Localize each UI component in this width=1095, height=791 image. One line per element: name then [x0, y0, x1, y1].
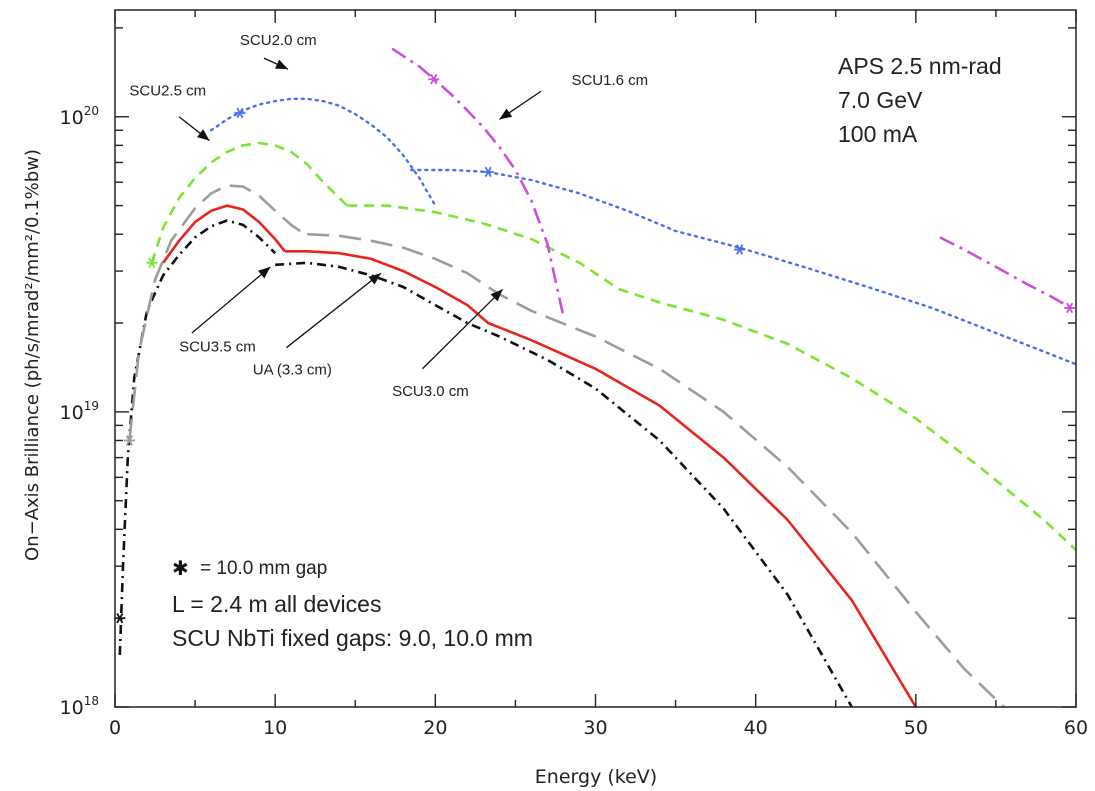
gap-marker-scu1-6-cm-8: [1064, 302, 1076, 314]
series-scu2-0-cm-branch-2: [410, 168, 1076, 366]
y-tick-label: 1018: [60, 694, 99, 719]
beam-emittance-text: APS 2.5 nm-rad: [838, 53, 1002, 79]
x-tick-label: 0: [109, 717, 121, 739]
series-scu2-5-cm-branch-1: [150, 141, 349, 264]
arrow-head-icon: [196, 129, 210, 141]
label-annotation-scu3-5-cm: SCU3.5 cm: [179, 266, 271, 356]
gap-marker-scu2-5-cm-3: [146, 257, 158, 269]
arrow-head-icon: [257, 266, 271, 279]
beam-energy-text: 7.0 GeV: [838, 87, 923, 113]
gaps-note: SCU NbTi fixed gaps: 9.0, 10.0 mm: [172, 625, 533, 651]
series-scu1-6-cm-branch-1: [391, 47, 565, 318]
y-axis-label: On−Axis Brilliance (ph/s/mrad²/mm²/0.1%b…: [22, 149, 43, 561]
label-annotation-scu1-6-cm: SCU1.6 cm: [499, 72, 648, 120]
gap-marker-scu2-0-cm-4: [234, 107, 246, 119]
series-curves: [118, 47, 1076, 707]
series-scu3-0-cm-branch-2: [307, 232, 1005, 707]
x-tick-label: 20: [423, 717, 447, 739]
series-scu3-5-cm-branch-2: [284, 250, 917, 707]
gap-marker-scu3-0-cm-2: [123, 435, 135, 446]
label-annotation-scu2-5-cm: SCU2.5 cm: [129, 83, 210, 142]
label-annotation-ua-3-3-cm: UA (3.3 cm): [253, 272, 382, 378]
series-label-scu1-6-cm: SCU1.6 cm: [571, 72, 648, 89]
axis-ticks: [114, 10, 1077, 708]
arrow-head-icon: [368, 273, 381, 285]
series-label-ua-3-3-cm: UA (3.3 cm): [253, 361, 332, 378]
x-tick-label: 60: [1064, 717, 1088, 739]
gap-markers: [114, 74, 1076, 624]
y-tick-label: 1019: [60, 399, 99, 424]
series-ua-3-3-cm-branch-2: [275, 261, 853, 707]
series-label-scu2-5-cm: SCU2.5 cm: [129, 83, 206, 100]
length-note: L = 2.4 m all devices: [172, 591, 381, 617]
series-label-scu3-5-cm: SCU3.5 cm: [179, 339, 256, 356]
series-scu3-0-cm-branch-1: [128, 184, 308, 441]
series-scu2-0-cm-branch-1: [209, 97, 437, 207]
device-notes: ✱ = 10.0 mm gap L = 2.4 m all devices SC…: [172, 558, 533, 651]
series-scu2-5-cm-branch-2: [347, 204, 1076, 552]
series-label-scu2-0-cm: SCU2.0 cm: [240, 32, 317, 49]
label-annotation-scu2-0-cm: SCU2.0 cm: [240, 32, 317, 70]
label-annotation-scu3-0-cm: SCU3.0 cm: [392, 288, 504, 400]
gap-marker-scu1-6-cm-7: [428, 74, 440, 85]
series-scu3-5-cm-branch-1: [162, 204, 286, 264]
gap-marker-scu2-0-cm-6: [734, 244, 746, 255]
marker-gap-note: = 10.0 mm gap: [200, 558, 327, 579]
arrow-head-icon: [274, 59, 288, 70]
arrow-shaft: [191, 266, 271, 334]
beam-current-text: 100 mA: [838, 121, 918, 147]
arrow-head-icon: [499, 108, 513, 120]
series-scu1-6-cm-branch-2: [939, 236, 1076, 312]
arrow-shaft: [422, 288, 504, 370]
beam-parameters: APS 2.5 nm-rad 7.0 GeV 100 mA: [838, 53, 1002, 147]
x-tick-label: 50: [904, 717, 928, 739]
x-tick-label: 40: [744, 717, 768, 739]
x-tick-label: 30: [583, 717, 607, 739]
x-tick-label: 10: [263, 717, 287, 739]
y-tick-label: 1020: [60, 104, 99, 129]
arrow-shaft: [285, 272, 382, 349]
series-label-scu3-0-cm: SCU3.0 cm: [392, 383, 469, 400]
series-label-annotations: SCU2.0 cm SCU1.6 cm SCU2.5 cm SCU3.5 cm UA (…: [129, 32, 648, 400]
x-axis-label: Energy (keV): [535, 766, 657, 788]
series-ua-3-3-cm-branch-1: [118, 219, 277, 656]
asterisk-marker-icon: ✱: [172, 558, 189, 580]
arrow-head-icon: [490, 289, 503, 302]
gap-marker-scu2-0-cm-5: [482, 166, 494, 178]
